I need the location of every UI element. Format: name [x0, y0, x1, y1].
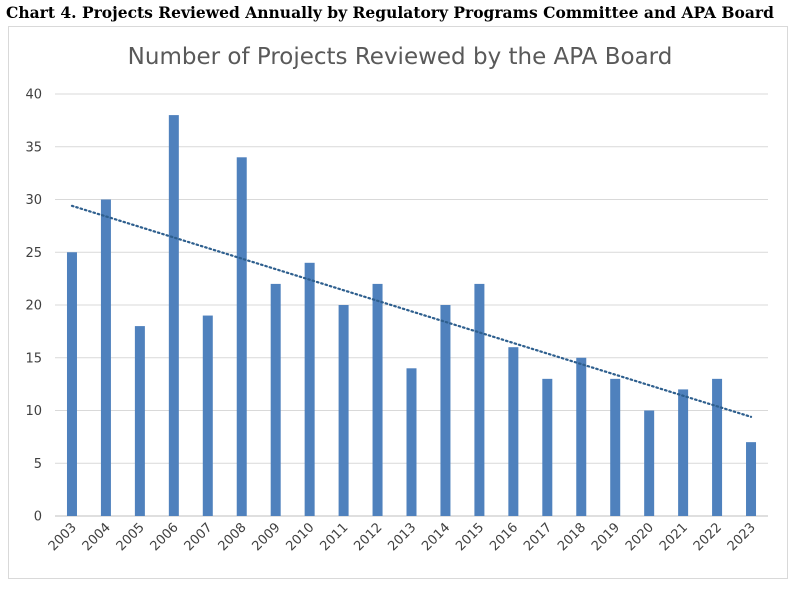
- bar-2017: [542, 378, 553, 516]
- x-tick-label: 2010: [283, 520, 317, 554]
- y-tick-label: 20: [25, 299, 42, 314]
- chart-title: Number of Projects Reviewed by the APA B…: [128, 44, 673, 70]
- x-tick-label: 2005: [114, 520, 148, 554]
- bars: [66, 115, 757, 517]
- bar-2007: [202, 315, 213, 516]
- bar-2014: [440, 305, 451, 516]
- x-tick-label: 2003: [46, 520, 80, 554]
- bar-2004: [100, 199, 111, 516]
- x-tick-label: 2023: [725, 520, 759, 554]
- bar-2006: [168, 115, 179, 516]
- x-tick-label: 2017: [521, 520, 555, 554]
- bar-2009: [270, 283, 281, 516]
- y-axis-ticks: 0 5 10 15 20 25 30 35 40: [25, 88, 42, 525]
- x-tick-label: 2009: [250, 520, 284, 554]
- bar-2019: [610, 378, 621, 516]
- chart-caption: Chart 4. Projects Reviewed Annually by R…: [6, 3, 774, 22]
- x-tick-label: 2021: [657, 520, 691, 554]
- x-tick-label: 2022: [691, 520, 725, 554]
- x-tick-label: 2019: [589, 520, 623, 554]
- bar-2018: [576, 357, 587, 516]
- x-tick-label: 2018: [555, 520, 589, 554]
- bar-2015: [474, 283, 485, 516]
- bar-2022: [712, 378, 723, 516]
- x-tick-label: 2004: [80, 520, 114, 554]
- x-tick-label: 2007: [182, 520, 216, 554]
- y-tick-label: 35: [25, 140, 42, 155]
- y-tick-label: 0: [34, 510, 42, 525]
- bar-2020: [644, 410, 655, 516]
- x-tick-label: 2014: [419, 520, 453, 554]
- x-tick-label: 2011: [317, 520, 351, 554]
- bar-2021: [678, 389, 689, 516]
- bar-2011: [338, 305, 349, 516]
- bar-2005: [134, 326, 145, 516]
- trendline-layer: [70, 204, 753, 418]
- bar-2010: [304, 262, 315, 516]
- trendline: [70, 204, 753, 418]
- x-tick-label: 2015: [453, 520, 487, 554]
- bar-2008: [236, 157, 247, 517]
- x-tick-label: 2020: [623, 520, 657, 554]
- y-tick-label: 25: [25, 246, 42, 261]
- x-axis-ticks: 2003 2004 2005 2006 2007 2008 2009 2010 2011 2012…: [46, 520, 759, 554]
- y-tick-label: 40: [25, 88, 42, 103]
- bar-2013: [406, 368, 417, 516]
- x-tick-label: 2008: [216, 520, 250, 554]
- bar-2016: [508, 347, 519, 516]
- x-tick-label: 2016: [487, 520, 521, 554]
- y-tick-label: 15: [25, 351, 42, 366]
- x-tick-label: 2012: [351, 520, 385, 554]
- x-tick-label: 2013: [385, 520, 419, 554]
- y-tick-label: 10: [25, 404, 42, 419]
- y-tick-label: 30: [25, 193, 42, 208]
- y-tick-label: 5: [34, 457, 42, 472]
- x-tick-label: 2006: [148, 520, 182, 554]
- bar-2023: [746, 442, 757, 516]
- bar-2012: [372, 283, 383, 516]
- bar-2003: [66, 252, 77, 516]
